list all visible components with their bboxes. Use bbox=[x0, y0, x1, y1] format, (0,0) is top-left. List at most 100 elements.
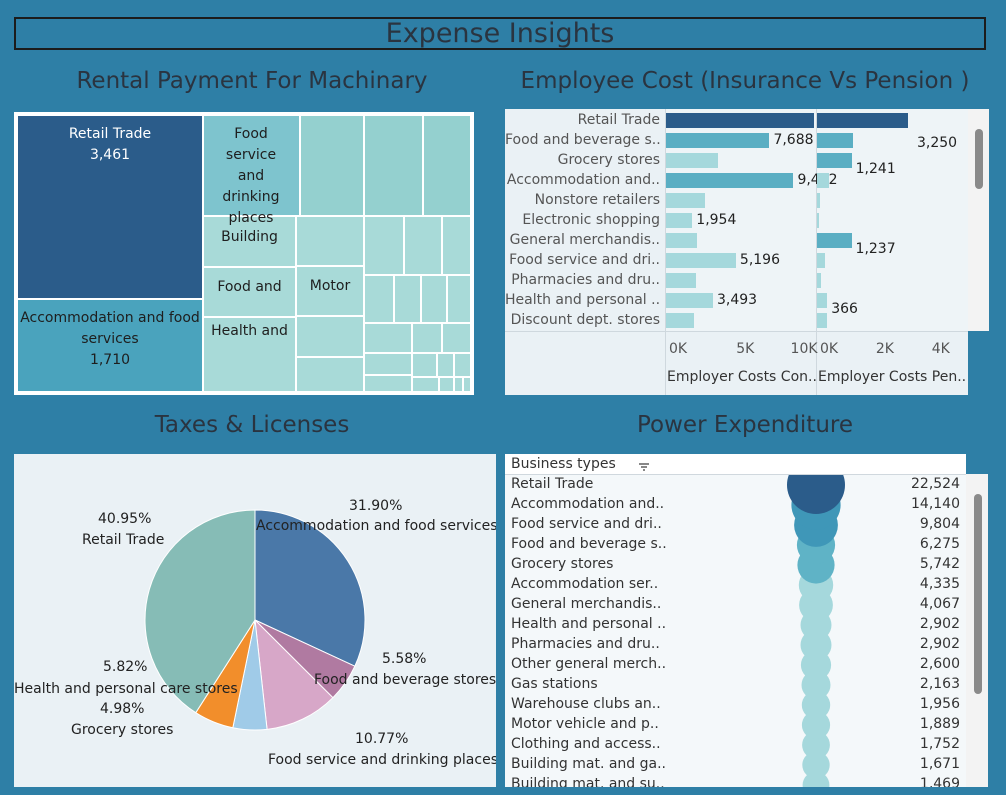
table-row[interactable]: Building mat. and ga.. 1,671 bbox=[505, 755, 960, 775]
tm-small-20[interactable] bbox=[437, 353, 454, 377]
pie-label-grocery-name: Grocery stores bbox=[71, 722, 174, 738]
tm-small-19[interactable] bbox=[412, 353, 437, 377]
tm-small-22[interactable] bbox=[412, 377, 439, 392]
employee-bar[interactable] bbox=[817, 293, 828, 308]
tm-small-17[interactable] bbox=[364, 353, 412, 375]
tm-small-7[interactable] bbox=[364, 216, 404, 275]
pie-label-grocery-pct: 4.98% bbox=[100, 701, 145, 717]
business-type-name: Retail Trade bbox=[511, 476, 594, 492]
tm-building[interactable] bbox=[203, 216, 296, 267]
employee-category-label: General merchandis.. bbox=[509, 232, 660, 248]
table-row[interactable]: Retail Trade 22,524 bbox=[505, 475, 960, 495]
tm-small-21[interactable] bbox=[454, 353, 471, 377]
tm-label-retail-value: 3,461 bbox=[89, 147, 131, 163]
table-row[interactable]: Health and personal .. 2,902 bbox=[505, 615, 960, 635]
sort-icon[interactable] bbox=[638, 458, 649, 477]
employee-category-label: Grocery stores bbox=[557, 152, 660, 168]
table-row[interactable]: Other general merch.. 2,600 bbox=[505, 655, 960, 675]
employee-bar[interactable] bbox=[666, 233, 697, 248]
table-row[interactable]: Accommodation ser.. 4,335 bbox=[505, 575, 960, 595]
tm-small-2[interactable] bbox=[296, 316, 364, 357]
tm-small-9[interactable] bbox=[442, 216, 471, 275]
employee-bar[interactable] bbox=[666, 133, 770, 148]
pie-label-beverage-name: Food and beverage stores bbox=[314, 672, 496, 688]
table-row[interactable]: Food and beverage s.. 6,275 bbox=[505, 535, 960, 555]
employee-bar[interactable] bbox=[817, 313, 827, 328]
employee-bar[interactable] bbox=[817, 233, 852, 248]
power-value: 2,902 bbox=[919, 616, 960, 632]
power-value: 2,902 bbox=[919, 636, 960, 652]
table-row[interactable]: General merchandis.. 4,067 bbox=[505, 595, 960, 615]
pie-label-beverage-pct: 5.58% bbox=[382, 651, 427, 667]
tm-small-10[interactable] bbox=[364, 275, 394, 323]
tm-retail[interactable] bbox=[17, 115, 203, 299]
employee-bar[interactable] bbox=[666, 113, 814, 128]
employee-bar[interactable] bbox=[817, 153, 852, 168]
employee-category-label: Food service and dri.. bbox=[509, 252, 660, 268]
employee-bar[interactable] bbox=[817, 273, 822, 288]
tm-motor[interactable] bbox=[296, 266, 364, 316]
business-type-name: Health and personal .. bbox=[511, 616, 667, 632]
tm-small-6[interactable] bbox=[423, 115, 471, 216]
employee-scroll-thumb[interactable] bbox=[975, 129, 983, 189]
tm-small-3[interactable] bbox=[296, 357, 364, 392]
tm-small-23[interactable] bbox=[439, 377, 454, 392]
tm-label-motor: Motor bbox=[309, 278, 351, 294]
employee-bar[interactable] bbox=[817, 193, 821, 208]
table-row[interactable]: Clothing and access.. 1,752 bbox=[505, 735, 960, 755]
tm-small-13[interactable] bbox=[447, 275, 471, 323]
power-scroll-thumb[interactable] bbox=[974, 494, 982, 694]
taxes-title: Taxes & Licenses bbox=[154, 412, 350, 438]
tm-small-18[interactable] bbox=[364, 375, 412, 392]
employee-axis-tick: 5K bbox=[736, 341, 755, 357]
employee-bar[interactable] bbox=[666, 313, 695, 328]
tm-small-24[interactable] bbox=[454, 377, 463, 392]
pie-panel: 31.90% Accommodation and food services 5… bbox=[14, 454, 496, 787]
table-row[interactable]: Accommodation and.. 14,140 bbox=[505, 495, 960, 515]
employee-bar[interactable] bbox=[817, 213, 819, 228]
employee-category-label: Health and personal .. bbox=[505, 292, 661, 308]
employee-bar[interactable] bbox=[817, 173, 829, 188]
pie-slice[interactable] bbox=[144, 509, 256, 714]
pie-slice[interactable] bbox=[254, 618, 334, 730]
tm-small-14[interactable] bbox=[364, 323, 412, 353]
employee-bar[interactable] bbox=[666, 213, 693, 228]
tm-food-and[interactable] bbox=[203, 267, 296, 317]
tm-small-15[interactable] bbox=[412, 323, 442, 353]
employee-bar[interactable] bbox=[817, 253, 826, 268]
table-row[interactable]: Grocery stores 5,742 bbox=[505, 555, 960, 575]
employee-bar[interactable] bbox=[817, 133, 854, 148]
table-row[interactable]: Motor vehicle and p.. 1,889 bbox=[505, 715, 960, 735]
pie-label-foodservice-pct: 10.77% bbox=[355, 731, 409, 747]
employee-bar[interactable] bbox=[666, 253, 736, 268]
business-types-header[interactable]: Business types bbox=[511, 456, 616, 472]
tm-small-8[interactable] bbox=[404, 216, 442, 275]
tm-small-1[interactable] bbox=[296, 216, 364, 266]
tm-small-5[interactable] bbox=[364, 115, 423, 216]
table-row[interactable]: Pharmacies and dru.. 2,902 bbox=[505, 635, 960, 655]
employee-bar[interactable] bbox=[666, 173, 794, 188]
business-type-name: Building mat. and ga.. bbox=[511, 756, 667, 772]
tm-small-4[interactable] bbox=[300, 115, 364, 216]
table-row[interactable]: Building mat. and su.. 1,469 bbox=[505, 775, 960, 787]
tm-accom[interactable] bbox=[17, 299, 203, 392]
tm-small-11[interactable] bbox=[394, 275, 421, 323]
employee-bar[interactable] bbox=[666, 293, 713, 308]
employee-bar[interactable] bbox=[666, 273, 696, 288]
table-row[interactable]: Gas stations 2,163 bbox=[505, 675, 960, 695]
employee-bar[interactable] bbox=[817, 113, 908, 128]
employee-bar-label: 1,241 bbox=[855, 161, 896, 177]
tm-small-25[interactable] bbox=[463, 377, 471, 392]
tm-health[interactable] bbox=[203, 317, 296, 392]
employee-bar[interactable] bbox=[666, 193, 706, 208]
pie-label-foodservice-name: Food service and drinking places bbox=[268, 752, 496, 768]
table-row[interactable]: Food service and dri.. 9,804 bbox=[505, 515, 960, 535]
tm-small-16[interactable] bbox=[442, 323, 471, 353]
employee-scroll-track[interactable] bbox=[968, 109, 989, 331]
tm-small-12[interactable] bbox=[421, 275, 447, 323]
pie-slice[interactable] bbox=[254, 509, 366, 667]
tm-foodservice[interactable] bbox=[203, 115, 300, 216]
table-row[interactable]: Warehouse clubs an.. 1,956 bbox=[505, 695, 960, 715]
employee-bar[interactable] bbox=[666, 153, 719, 168]
dashboard-title: Expense Insights bbox=[14, 17, 986, 50]
